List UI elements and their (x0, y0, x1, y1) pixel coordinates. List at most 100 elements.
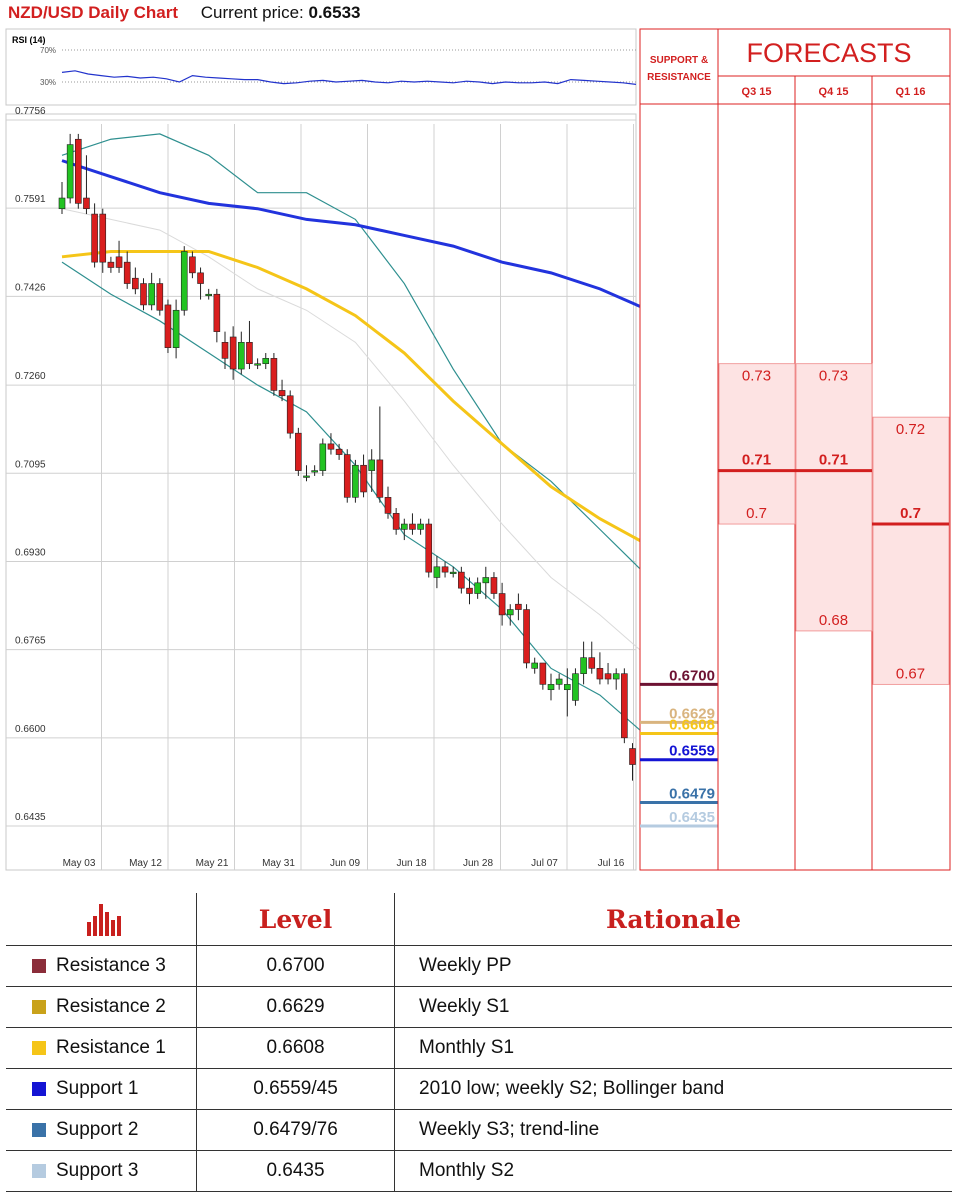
level-color-swatch (32, 1122, 46, 1137)
levels-table-row: Support 2 0.6479/76 Weekly S3; trend-line (6, 1109, 952, 1151)
pair-title: NZD/USD Daily Chart (8, 3, 179, 22)
level-name: Support 2 (56, 1119, 139, 1140)
level-rationale: Weekly PP (394, 945, 952, 987)
forecast-low-label: 0.7 (746, 505, 767, 522)
y-tick-label: 0.6435 (15, 812, 46, 823)
y-tick-label: 0.6765 (15, 636, 46, 647)
bar-chart-icon-cell (6, 893, 197, 946)
candle-body (172, 309, 180, 348)
levels-table-row: Support 3 0.6435 Monthly S2 (6, 1150, 952, 1192)
candle-body (295, 432, 302, 471)
level-name: Resistance 1 (56, 1037, 166, 1058)
candle-body (498, 593, 506, 616)
forecast-range-band (795, 363, 873, 632)
x-tick-label: Jun 18 (396, 858, 426, 869)
forecast-high-label: 0.72 (896, 421, 925, 438)
candle-body (278, 390, 286, 397)
y-tick-label: 0.6600 (15, 724, 46, 735)
candle-body (58, 197, 66, 210)
candle-body (441, 566, 449, 573)
candle-body (66, 144, 74, 199)
sr-level-label: 0.6629 (669, 705, 715, 722)
candle-body (376, 459, 384, 498)
sr-level-label: 0.6700 (669, 667, 715, 684)
candle-body (83, 197, 90, 210)
candle-body (523, 609, 530, 664)
candle-body (539, 662, 547, 685)
forecasts-title: FORECASTS (746, 38, 911, 68)
candle-body (189, 256, 196, 274)
y-tick-label: 0.6930 (15, 547, 46, 558)
candle-body (221, 342, 229, 359)
candle-body (213, 293, 221, 332)
sr-level-label: 0.6608 (669, 717, 715, 734)
forecast-range-band (872, 416, 950, 685)
rsi-frame (5, 28, 637, 106)
y-tick-label: 0.7756 (15, 106, 46, 117)
current-price: Current price: 0.6533 (200, 3, 361, 22)
rsi-label: RSI (14) (12, 35, 46, 45)
chart-canvas: RSI (14) 70% 30% 0.7756 0.7591 0.7426 0.726… (5, 28, 951, 871)
level-name: Support 3 (56, 1160, 139, 1181)
bar-chart-icon (87, 904, 121, 936)
level-color-swatch (32, 1163, 46, 1178)
levels-table-row: Resistance 3 0.6700 Weekly PP (6, 945, 952, 987)
candle-body (596, 668, 604, 680)
candle-body (604, 673, 612, 680)
candle-body (466, 587, 473, 594)
candle-body (515, 603, 522, 610)
level-header: Level (258, 904, 333, 934)
candle-body (335, 448, 343, 455)
candle-body (286, 395, 294, 434)
candle-body (319, 443, 327, 471)
candle-body (123, 261, 131, 284)
level-value: 0.6435 (196, 1150, 395, 1192)
candle-body (75, 138, 82, 204)
forecast-col-label: Q4 15 (819, 86, 849, 98)
forecasts-panel: FORECASTS Q3 15 0.73 0.71 0.7 Q4 15 0.73 0.71 0… (717, 28, 951, 871)
level-rationale: 2010 low; weekly S2; Bollinger band (394, 1068, 952, 1110)
forecast-mid-label: 0.71 (742, 452, 771, 469)
level-color-swatch (32, 958, 46, 973)
candle-body (621, 673, 628, 739)
candle-body (588, 657, 596, 669)
bollinger-upper (61, 133, 650, 578)
candle-body (229, 336, 237, 370)
rationale-header: Rationale (605, 904, 742, 934)
candle-body (327, 443, 335, 450)
level-name: Resistance 3 (56, 955, 166, 976)
price-panel: 0.7756 0.7591 0.7426 0.7260 0.7095 0.6930 0.67… (5, 106, 650, 871)
candle-body (490, 577, 498, 594)
candle-body (368, 459, 376, 471)
forecast-range-band (718, 363, 796, 525)
candle-body (433, 566, 441, 578)
rsi-line (61, 70, 637, 85)
x-tick-label: Jul 07 (531, 858, 558, 869)
y-tick-label: 0.7260 (15, 371, 46, 382)
candle-body (563, 684, 571, 691)
candle-body (246, 342, 253, 365)
level-rationale: Monthly S1 (394, 1027, 952, 1069)
forecast-high-label: 0.73 (742, 368, 771, 385)
sma-short (61, 249, 650, 547)
level-value: 0.6479/76 (196, 1109, 395, 1151)
candle-body (392, 513, 400, 530)
candle-body (205, 293, 212, 297)
candle-body (629, 748, 636, 765)
bollinger-mid (61, 208, 650, 659)
sr-frame (639, 28, 719, 871)
level-rationale: Monthly S2 (394, 1150, 952, 1192)
candle-body (417, 523, 424, 530)
forecast-col-label: Q1 16 (896, 86, 926, 98)
sr-header-line1: SUPPORT & (650, 55, 708, 66)
level-value: 0.6608 (196, 1027, 395, 1069)
levels-table-row: Support 1 0.6559/45 2010 low; weekly S2; B… (6, 1068, 952, 1110)
candle-body (343, 454, 351, 498)
level-color-swatch (32, 1040, 46, 1055)
level-value: 0.6559/45 (196, 1068, 395, 1110)
candle-body (580, 657, 587, 674)
x-tick-label: May 31 (262, 858, 295, 869)
candle-body (164, 304, 172, 348)
candle-body (352, 464, 359, 498)
